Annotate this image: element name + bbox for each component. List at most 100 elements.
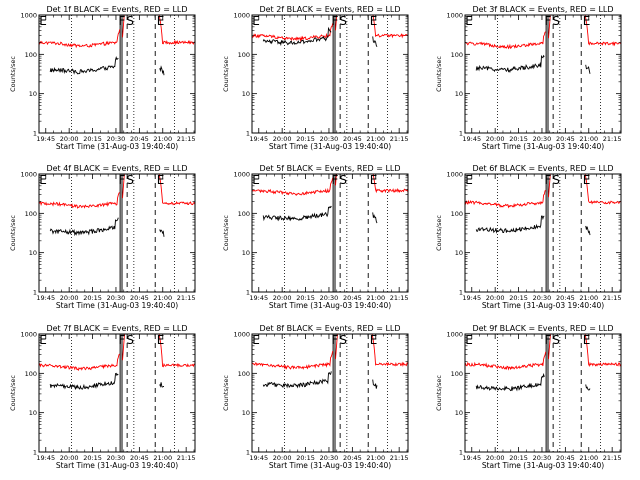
series-events-line xyxy=(262,371,332,389)
panel-title: Det 8f BLACK = Events, RED = LLD xyxy=(259,324,400,333)
y-tick-label: 10 xyxy=(455,409,463,417)
plot-frame xyxy=(251,333,409,453)
interval-marker-label: S xyxy=(126,333,134,347)
interval-marker-label: E xyxy=(252,333,260,347)
y-tick-label: 1000 xyxy=(446,12,463,20)
y-tick-label: 100 xyxy=(25,210,37,218)
y-axis-label: Counts/sec xyxy=(222,375,230,411)
x-tick-label: 20:45 xyxy=(130,294,149,302)
x-tick-label: 20:45 xyxy=(130,454,149,462)
series-events-line xyxy=(49,56,119,75)
x-tick-label: 20:45 xyxy=(343,454,362,462)
x-tick-label: 20:45 xyxy=(556,294,575,302)
interval-marker-label: S xyxy=(552,173,560,187)
y-tick-label: 1 xyxy=(33,289,37,297)
x-tick-label: 20:15 xyxy=(296,294,315,302)
x-tick-label: 19:45 xyxy=(36,454,55,462)
series-lld-line xyxy=(252,334,408,370)
x-tick-label: 21:00 xyxy=(366,135,385,143)
y-tick-label: 1 xyxy=(246,289,250,297)
plot-area xyxy=(465,15,621,133)
y-tick-label: 1 xyxy=(246,130,250,138)
y-tick-label: 1 xyxy=(33,130,37,138)
series-events-line xyxy=(262,205,332,222)
series-lld-line xyxy=(39,15,195,49)
y-axis-label: Counts/sec xyxy=(435,375,443,411)
x-tick-label: 21:00 xyxy=(366,294,385,302)
y-tick-label: 100 xyxy=(238,370,250,378)
interval-marker-label: E xyxy=(465,173,473,187)
x-tick-label: 19:45 xyxy=(462,135,481,143)
panel-title: Det 5f BLACK = Events, RED = LLD xyxy=(259,164,400,173)
x-tick-label: 20:00 xyxy=(60,454,79,462)
y-tick-label: 1 xyxy=(459,449,463,457)
series-events-line xyxy=(372,379,378,389)
plot-frame xyxy=(464,173,622,293)
interval-marker-label: F xyxy=(545,173,552,187)
panel-det-7: Det 7f BLACK = Events, RED = LLD 1 10 100 10… xyxy=(9,324,196,470)
y-axis-label: Counts/sec xyxy=(9,375,17,411)
interval-marker-label: S xyxy=(339,173,347,187)
x-tick-label: 21:00 xyxy=(579,454,598,462)
interval-marker-label: S xyxy=(339,333,347,347)
y-tick-label: 1000 xyxy=(446,171,463,179)
y-tick-label: 1000 xyxy=(233,12,250,20)
x-axis-label: Start Time (31-Aug-03 19:40:40) xyxy=(269,142,391,151)
x-tick-label: 21:00 xyxy=(579,294,598,302)
x-tick-label: 20:15 xyxy=(83,294,102,302)
interval-marker-label: F xyxy=(545,333,552,347)
x-tick-label: 20:15 xyxy=(83,454,102,462)
panel-det-1: Det 1f BLACK = Events, RED = LLD 1 10 100 10… xyxy=(9,5,196,151)
series-events-line xyxy=(159,382,165,388)
series-events-line xyxy=(49,372,119,391)
y-axis-label: Counts/sec xyxy=(435,56,443,92)
x-tick-label: 20:45 xyxy=(130,135,149,143)
x-tick-label: 20:45 xyxy=(343,135,362,143)
panel-det-5: Det 5f BLACK = Events, RED = LLD 1 10 100 10… xyxy=(222,164,409,310)
x-tick-label: 20:15 xyxy=(509,454,528,462)
x-tick-label: 20:00 xyxy=(486,135,505,143)
y-axis-label: Counts/sec xyxy=(222,56,230,92)
x-tick-label: 21:15 xyxy=(177,294,196,302)
y-tick-label: 1000 xyxy=(233,171,250,179)
series-events-line xyxy=(475,372,545,392)
interval-marker-label: E xyxy=(465,14,473,28)
x-tick-label: 20:30 xyxy=(533,135,552,143)
plot-frame xyxy=(38,333,196,453)
x-tick-label: 20:15 xyxy=(296,454,315,462)
panel-det-8: Det 8f BLACK = Events, RED = LLD 1 10 100 10… xyxy=(222,324,409,470)
series-events-line xyxy=(372,36,378,48)
y-tick-label: 1000 xyxy=(20,331,37,339)
interval-marker-label: E xyxy=(252,173,260,187)
series-events-line xyxy=(475,215,545,234)
x-tick-label: 19:45 xyxy=(249,135,268,143)
series-lld-line xyxy=(465,334,621,371)
panel-title: Det 6f BLACK = Events, RED = LLD xyxy=(472,164,613,173)
plot-frame xyxy=(38,173,196,293)
interval-marker-label: S xyxy=(339,14,347,28)
y-tick-label: 1000 xyxy=(20,12,37,20)
x-axis-label: Start Time (31-Aug-03 19:40:40) xyxy=(269,301,391,310)
x-tick-label: 20:30 xyxy=(320,294,339,302)
plot-area xyxy=(252,334,408,452)
interval-marker-label: E xyxy=(583,173,591,187)
interval-marker-label: F xyxy=(119,333,126,347)
x-tick-label: 20:00 xyxy=(60,135,79,143)
series-events-line xyxy=(159,65,165,76)
y-tick-label: 100 xyxy=(451,51,463,59)
y-tick-label: 10 xyxy=(242,90,250,98)
x-tick-label: 20:15 xyxy=(83,135,102,143)
x-tick-label: 19:45 xyxy=(249,294,268,302)
x-axis-label: Start Time (31-Aug-03 19:40:40) xyxy=(482,461,604,470)
x-tick-label: 21:15 xyxy=(177,135,196,143)
panel-title: Det 2f BLACK = Events, RED = LLD xyxy=(259,5,400,14)
x-tick-label: 20:00 xyxy=(273,294,292,302)
x-tick-label: 20:15 xyxy=(509,135,528,143)
interval-marker-label: S xyxy=(552,333,560,347)
y-tick-label: 100 xyxy=(451,370,463,378)
x-axis-label: Start Time (31-Aug-03 19:40:40) xyxy=(56,142,178,151)
series-events-line xyxy=(585,64,591,74)
x-tick-label: 20:30 xyxy=(320,454,339,462)
x-tick-label: 20:30 xyxy=(533,294,552,302)
x-tick-label: 20:00 xyxy=(273,454,292,462)
